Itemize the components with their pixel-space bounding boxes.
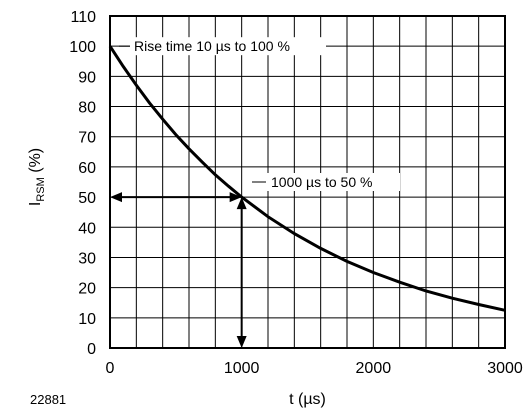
plot-frame	[109, 15, 506, 349]
y-axis-ticks: 0 10 20 30 40 50 60 70 80 90 100 110	[69, 9, 96, 358]
annotation-rise-time: Rise time 10 µs to 100 %	[134, 38, 290, 54]
y-tick-label: 30	[78, 250, 96, 267]
y-tick-label: 80	[78, 100, 96, 117]
x-tick-label: 0	[106, 360, 115, 377]
right-arrowhead	[229, 192, 242, 203]
x-tick-label: 3000	[487, 360, 523, 377]
decay-curve	[108, 45, 506, 312]
y-tick-label: 40	[78, 220, 96, 237]
annotation-half-value-background	[266, 173, 400, 191]
grid	[110, 16, 505, 348]
guide-arrows	[110, 192, 247, 348]
x-axis-ticks: 0 1000 2000 3000	[106, 360, 523, 377]
y-axis-title-main: I	[27, 202, 44, 206]
x-tick-label: 2000	[356, 360, 392, 377]
annotation-rise-time-background	[130, 37, 326, 56]
y-tick-label: 0	[87, 341, 96, 358]
left-arrowhead	[110, 192, 122, 203]
y-tick-label: 110	[70, 9, 96, 26]
y-tick-label: 100	[69, 39, 96, 56]
annotation-half-value: 1000 µs to 50 %	[271, 174, 372, 190]
y-axis-title: IRSM (%)	[27, 148, 47, 206]
x-tick-label: 1000	[224, 360, 260, 377]
y-axis-title-subscript: RSM	[35, 177, 47, 201]
y-tick-label: 90	[78, 69, 96, 86]
up-arrowhead	[236, 197, 247, 210]
y-tick-label: 70	[78, 130, 96, 147]
y-tick-label: 50	[78, 190, 96, 207]
down-arrowhead	[236, 336, 247, 348]
y-axis-title-unit: (%)	[27, 148, 44, 177]
y-tick-label: 10	[78, 311, 96, 328]
figure-id: 22881	[30, 392, 66, 407]
y-tick-label: 60	[78, 160, 96, 177]
y-tick-label: 20	[78, 281, 96, 298]
x-axis-title: t (µs)	[289, 391, 326, 408]
